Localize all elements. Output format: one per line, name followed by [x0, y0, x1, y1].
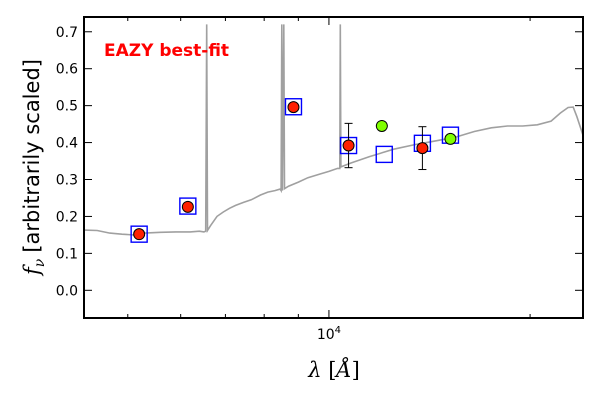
- y-tick-label: 0.3: [56, 173, 78, 189]
- model-flux-box: [375, 145, 393, 164]
- model-flux-box: [179, 197, 197, 215]
- y-tick-label: 0.1: [56, 246, 78, 262]
- model-flux-box: [130, 225, 148, 243]
- extra-point: [375, 119, 388, 132]
- annotation-label: EAZY best-fit: [104, 41, 229, 61]
- plot-area: [84, 24, 583, 243]
- y-tick-label: 0.6: [56, 62, 78, 78]
- plot-frame: [83, 16, 584, 319]
- observed-point: [133, 228, 146, 241]
- axis-ticks: [84, 17, 583, 318]
- y-axis-label: fν[arbitrarily scaled]: [20, 59, 48, 277]
- extra-point: [444, 132, 457, 145]
- x-tick-exponent: 4: [335, 325, 341, 336]
- observed-point: [342, 139, 355, 152]
- observed-point: [287, 101, 300, 114]
- observed-point: [181, 200, 194, 213]
- x-axis-label: λ [Å]: [307, 357, 360, 382]
- y-tick-label: 0.0: [56, 283, 78, 299]
- model-flux-box: [284, 98, 303, 116]
- sed-line: [84, 24, 583, 236]
- y-tick-label: 0.4: [56, 136, 78, 152]
- tick-labels: 0.0 0.1 0.2 0.3 0.4 0.5 0.6 0.7 104: [56, 25, 341, 343]
- x-tick-label: 104: [317, 325, 341, 343]
- observed-point: [416, 142, 429, 155]
- x-tick-base: 10: [317, 327, 335, 343]
- y-tick-label: 0.2: [56, 209, 78, 225]
- y-tick-label: 0.5: [56, 99, 78, 115]
- y-tick-label: 0.7: [56, 25, 78, 41]
